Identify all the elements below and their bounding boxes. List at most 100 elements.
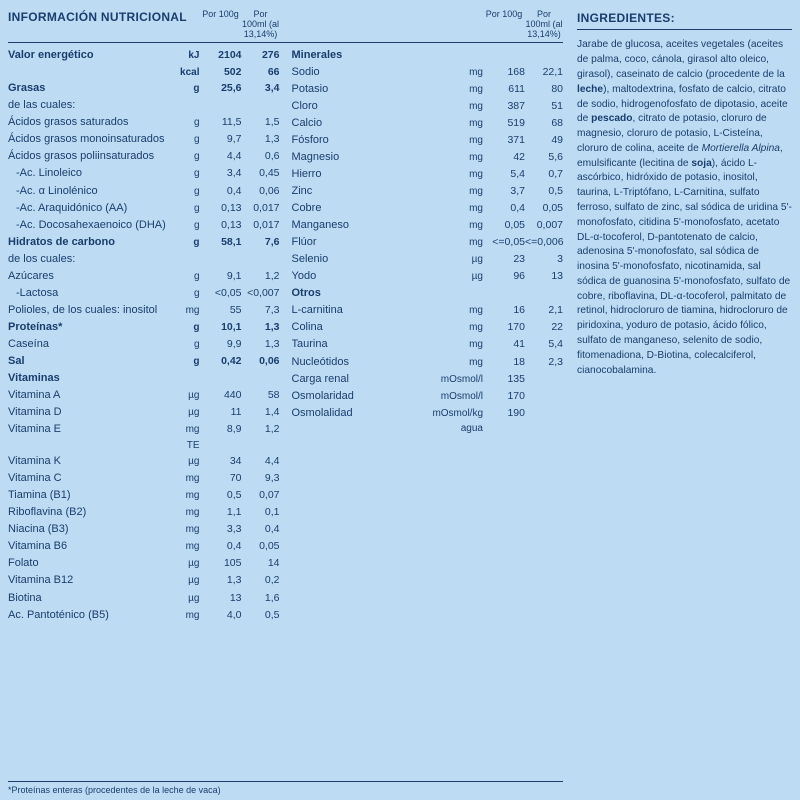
row-v1: 13: [204, 590, 242, 606]
row-v2: 0,06: [242, 183, 280, 199]
row-v1: 170: [487, 388, 525, 404]
row-unit: mg TE: [172, 422, 204, 453]
row-name: de los cuales:: [8, 251, 172, 268]
nutrition-row: -Ac. α Linolénicog0,40,06: [8, 183, 280, 200]
row-unit: mg: [455, 337, 487, 353]
ingredients-title: INGREDIENTES:: [577, 10, 792, 30]
row-name: -Lactosa: [8, 285, 172, 302]
row-unit: g: [172, 132, 204, 148]
row-v2: 0,007: [525, 217, 563, 233]
row-unit: µg: [172, 591, 204, 607]
nutrition-row: Yodoµg9613: [292, 268, 564, 285]
row-v1: 0,42: [204, 353, 242, 369]
row-v2: 14: [242, 555, 280, 571]
row-name: Manganeso: [292, 217, 456, 234]
nutrition-row: OsmolalidadmOsmol/kg agua190: [292, 405, 564, 437]
nutrition-row: Selenioµg233: [292, 251, 564, 268]
row-unit: µg: [172, 556, 204, 572]
row-v1: 96: [487, 268, 525, 284]
row-v1: 9,1: [204, 268, 242, 284]
nutrition-row: Taurinamg415,4: [292, 336, 564, 353]
row-v2: 7,6: [242, 234, 280, 250]
nutrition-col-right: MineralesSodiomg16822,1Potasiomg61180Clo…: [292, 47, 564, 773]
row-v1: 3,7: [487, 183, 525, 199]
row-name: Grasas: [8, 80, 172, 97]
nutrition-row: Vitamina Emg TE8,91,2: [8, 421, 280, 453]
nutrition-row: -Ac. Docosahexaenoico (DHA)g0,130,017: [8, 217, 280, 234]
nutrition-row: Vitamina Aµg44058: [8, 387, 280, 404]
row-v2: 0,1: [242, 504, 280, 520]
row-v1: <0,05: [204, 285, 242, 301]
nutrition-row: Minerales: [292, 47, 564, 64]
row-unit: mg: [455, 218, 487, 234]
nutrition-row: Ácidos grasos saturadosg11,51,5: [8, 114, 280, 131]
row-name: Vitamina B12: [8, 572, 172, 589]
row-unit: µg: [455, 252, 487, 268]
row-v1: 168: [487, 64, 525, 80]
nutrition-panel: INFORMACIÓN NUTRICIONAL Por 100g Por 100…: [8, 10, 563, 795]
row-unit: µg: [172, 405, 204, 421]
row-v1: 0,4: [204, 538, 242, 554]
nutrition-row: Caseínag9,91,3: [8, 336, 280, 353]
ingredients-body: Jarabe de glucosa, aceites vegetales (ac…: [577, 38, 792, 378]
row-name: Zinc: [292, 183, 456, 200]
row-v2: 5,4: [525, 336, 563, 352]
row-name: Colina: [292, 319, 456, 336]
row-v2: 0,5: [525, 183, 563, 199]
row-unit: mg: [455, 65, 487, 81]
row-v2: 0,017: [242, 200, 280, 216]
row-v2: 0,05: [242, 538, 280, 554]
nutrition-row: Polioles, de los cuales: inositolmg557,3: [8, 302, 280, 319]
row-name: Ácidos grasos monoinsaturados: [8, 131, 172, 148]
row-unit: mg: [455, 133, 487, 149]
row-unit: kcal: [172, 65, 204, 81]
row-unit: g: [172, 354, 204, 370]
nutrition-row: Biotinaµg131,6: [8, 590, 280, 607]
row-name: Vitaminas: [8, 370, 172, 387]
row-v1: 8,9: [204, 421, 242, 437]
row-v2: 5,6: [525, 149, 563, 165]
row-unit: µg: [172, 454, 204, 470]
row-v2: 51: [525, 98, 563, 114]
panel-header: INFORMACIÓN NUTRICIONAL Por 100g Por 100…: [8, 10, 563, 43]
row-v1: 11,5: [204, 114, 242, 130]
row-v1: 440: [204, 387, 242, 403]
row-v2: 4,4: [242, 453, 280, 469]
nutrition-row: de las cuales:: [8, 97, 280, 114]
row-name: Carga renal: [292, 371, 416, 388]
row-unit: µg: [172, 388, 204, 404]
row-unit: kJ: [172, 48, 204, 64]
row-v1: 0,4: [487, 200, 525, 216]
row-v1: 58,1: [204, 234, 242, 250]
row-unit: mg: [172, 505, 204, 521]
row-name: Tiamina (B1): [8, 487, 172, 504]
row-name: Ácidos grasos poliinsaturados: [8, 148, 172, 165]
row-name: Vitamina K: [8, 453, 172, 470]
row-unit: g: [172, 81, 204, 97]
row-v2: 1,3: [242, 336, 280, 352]
row-name: Vitamina C: [8, 470, 172, 487]
row-unit: g: [172, 235, 204, 251]
row-v2: 80: [525, 81, 563, 97]
nutrition-row: Vitamina Kµg344,4: [8, 453, 280, 470]
nutrition-row: Hierromg5,40,7: [292, 166, 564, 183]
row-v2: <=0,006: [525, 234, 563, 250]
row-v1: 42: [487, 149, 525, 165]
row-name: Vitamina D: [8, 404, 172, 421]
row-unit: mg: [172, 522, 204, 538]
row-name: -Ac. α Linolénico: [8, 183, 172, 200]
row-v2: 276: [242, 47, 280, 63]
row-v1: 0,5: [204, 487, 242, 503]
row-unit: mg: [455, 82, 487, 98]
row-unit: mg: [172, 488, 204, 504]
row-v2: 1,3: [242, 319, 280, 335]
row-name: Sodio: [292, 64, 456, 81]
row-unit: g: [172, 337, 204, 353]
row-unit: g: [172, 166, 204, 182]
row-v1: 0,13: [204, 200, 242, 216]
row-name: Magnesio: [292, 149, 456, 166]
row-v1: <=0,05: [487, 234, 525, 250]
row-unit: µg: [455, 269, 487, 285]
nutrition-row: de los cuales:: [8, 251, 280, 268]
nutrition-row: Tiamina (B1)mg0,50,07: [8, 487, 280, 504]
